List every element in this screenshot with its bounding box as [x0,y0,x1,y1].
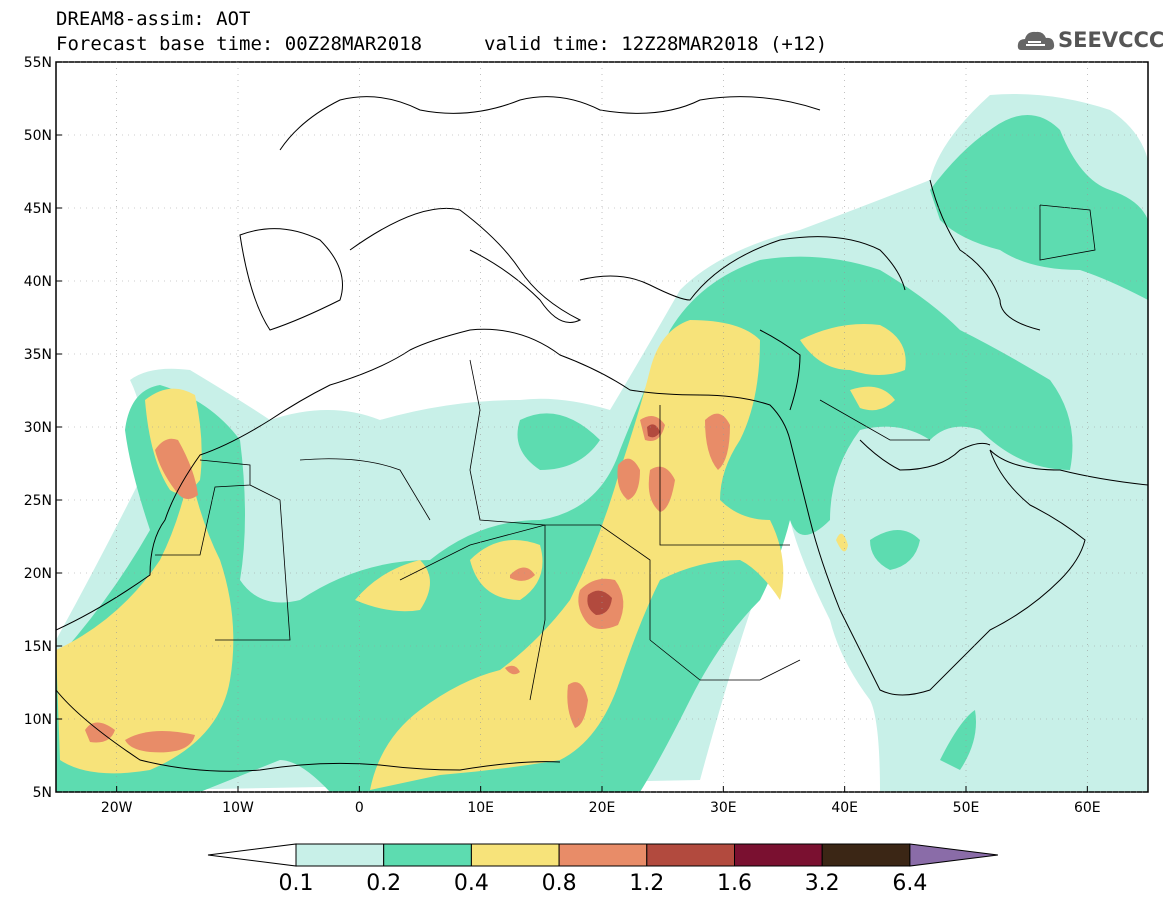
colorbar-swatch [295,843,385,867]
lon-tick-label: 10E [467,800,494,816]
lat-tick-label: 30N [24,420,52,436]
colorbar-swatch [383,843,472,867]
lat-tick-label: 55N [24,55,52,71]
colorbar-swatch [646,843,735,867]
colorbar-label: 0.1 [278,871,314,896]
lon-tick-label: 50E [953,800,980,816]
lon-tick-label: 20W [101,800,133,816]
lon-tick-label: 30E [710,800,737,816]
lon-tick-label: 20E [589,800,616,816]
lat-tick-label: 15N [24,639,52,655]
colorbar [207,843,998,867]
lon-tick-label: 40E [831,800,858,816]
aot-field [56,94,1148,792]
logo-text: SEEVCCC [1058,28,1165,52]
lat-tick-label: 5N [33,785,52,801]
lat-tick-label: 50N [24,128,52,144]
colorbar-low-arrow [207,843,297,867]
colorbar-label: 1.6 [717,871,752,896]
colorbar-high-arrow [909,843,998,867]
colorbar-swatch [558,843,648,867]
lat-tick-label: 35N [24,347,52,363]
colorbar-swatch [734,843,823,867]
colorbar-label: 0.4 [453,871,489,896]
cloud-icon [1017,31,1055,50]
colorbar-label: 6.4 [892,871,928,896]
lat-tick-label: 45N [24,201,52,217]
colorbar-label: 0.2 [366,871,402,896]
lat-tick-label: 10N [24,712,52,728]
lat-tick-label: 25N [24,493,52,509]
lon-tick-label: 10W [222,800,254,816]
colorbar-swatch [821,843,911,867]
colorbar-label: 3.2 [804,871,840,896]
valid-time: valid time: 12Z28MAR2018 (+12) [484,33,828,55]
colorbar-label: 0.8 [541,871,577,896]
lat-tick-label: 20N [24,566,52,582]
colorbar-swatch [470,843,560,867]
lat-tick-label: 40N [24,274,52,290]
map-title: DREAM8-assim: AOT [56,8,251,30]
lon-tick-label: 0 [355,800,364,816]
lon-tick-label: 60E [1074,800,1101,816]
colorbar-label: 1.2 [629,871,665,896]
forecast-base-time: Forecast base time: 00Z28MAR2018 [56,33,423,55]
